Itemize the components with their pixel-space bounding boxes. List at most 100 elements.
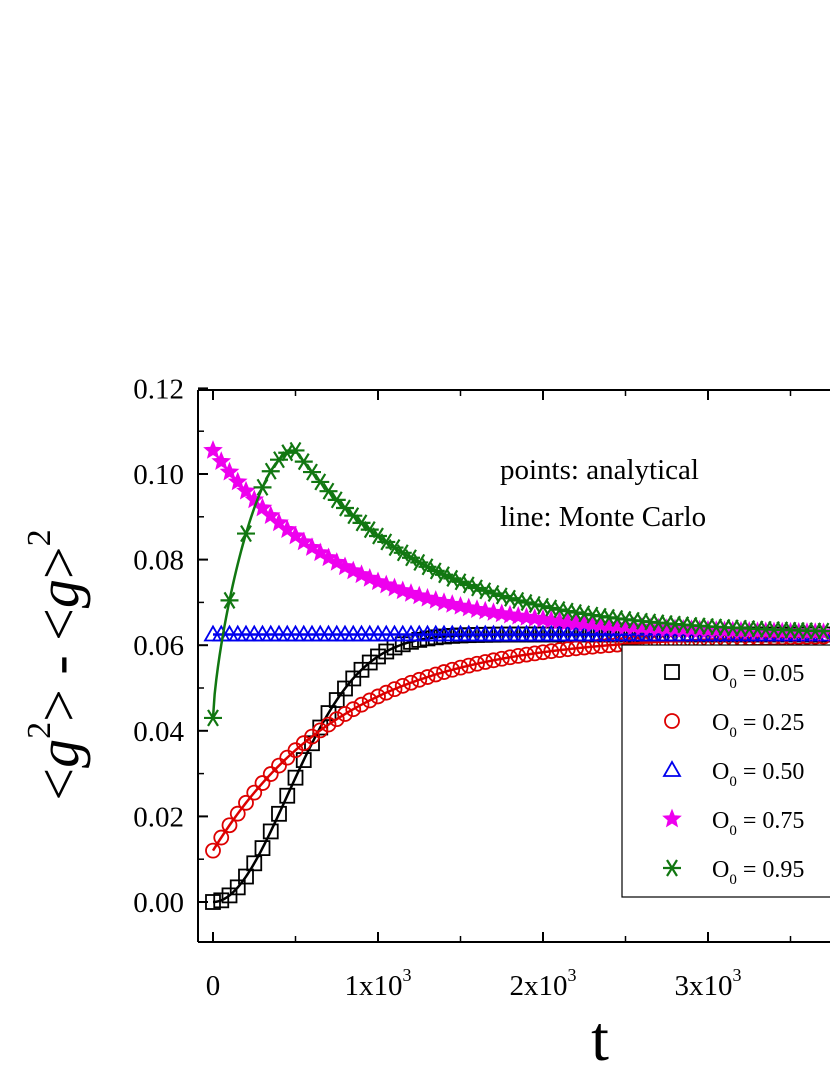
annotation-points: points: analytical	[500, 454, 699, 486]
data-point	[221, 887, 238, 904]
data-point	[294, 453, 313, 471]
data-point	[344, 507, 363, 525]
series-4	[204, 441, 830, 727]
data-point	[663, 859, 681, 877]
data-point	[436, 664, 452, 680]
data-point	[559, 641, 576, 658]
series-layer	[203, 440, 830, 910]
data-point	[361, 654, 378, 671]
data-point	[551, 642, 568, 659]
data-point	[469, 655, 485, 672]
data-point	[444, 627, 461, 644]
data-point	[394, 677, 411, 694]
data-point	[477, 654, 494, 670]
data-point	[592, 638, 609, 654]
data-point	[370, 648, 386, 665]
data-point	[518, 646, 535, 663]
y-tick-label: 0.10	[133, 459, 184, 491]
data-point	[328, 692, 345, 708]
legend-entry: O0 = 0.75	[662, 808, 804, 839]
data-point	[261, 462, 280, 480]
legend: O0 = 0.05 O0 = 0.25 O0 = 0.50 O0 = 0.75 O0 =…	[621, 644, 830, 898]
data-point	[419, 669, 436, 685]
data-point	[436, 628, 452, 645]
data-point	[303, 463, 321, 481]
data-point	[394, 636, 411, 653]
data-point	[662, 760, 682, 777]
data-point	[337, 680, 353, 697]
data-point	[295, 752, 312, 768]
data-point	[664, 713, 680, 729]
data-point	[205, 842, 221, 859]
data-point	[262, 766, 279, 782]
data-point	[220, 591, 239, 609]
data-point	[253, 478, 272, 496]
y-label-sup1: 2	[21, 722, 58, 739]
axis-ticks	[198, 387, 792, 942]
legend-label: O0 = 0.95	[712, 857, 804, 888]
y-tick-label: 0.02	[133, 801, 184, 833]
data-point	[370, 688, 386, 705]
data-point	[205, 894, 221, 910]
data-point	[312, 722, 329, 739]
x-tick-label: 2x103	[510, 965, 577, 1002]
data-point	[526, 645, 543, 662]
data-point	[378, 643, 395, 660]
data-point	[535, 644, 551, 661]
legend-entry: O0 = 0.50	[662, 759, 804, 790]
data-point	[493, 650, 510, 667]
data-point	[221, 817, 238, 834]
y-tick-label: 0.04	[133, 716, 184, 748]
data-point	[279, 787, 296, 804]
x-tick-label: 1x103	[345, 965, 412, 1002]
data-point	[460, 657, 477, 674]
y-tick-label: 0.12	[133, 373, 184, 405]
data-point	[254, 775, 271, 791]
data-point	[662, 808, 682, 828]
y-tick-label: 0.08	[133, 545, 184, 577]
data-point	[262, 823, 279, 840]
legend-label: O0 = 0.50	[712, 759, 804, 790]
data-point	[543, 643, 560, 660]
data-point	[345, 670, 362, 687]
data-point	[601, 637, 617, 654]
data-point	[287, 769, 304, 786]
data-point	[386, 681, 403, 698]
y-label-sup2: 2	[21, 529, 58, 546]
data-point	[510, 648, 527, 664]
data-point	[204, 709, 222, 727]
data-point	[271, 805, 287, 822]
data-point	[238, 794, 254, 811]
data-point	[403, 674, 419, 691]
data-point	[502, 649, 518, 666]
y-tick-label: 0.00	[133, 887, 184, 919]
annotation-line: line: Monte Carlo	[500, 501, 706, 533]
data-point	[213, 892, 230, 909]
data-point	[211, 451, 232, 470]
data-point	[664, 664, 680, 680]
legend-entry: O0 = 0.05	[664, 661, 804, 692]
y-axis-label: <g2> - <g>2	[21, 529, 91, 800]
data-point	[378, 684, 395, 701]
data-point	[213, 829, 230, 846]
y-label-g1: g	[26, 739, 91, 768]
legend-box	[621, 644, 830, 898]
data-point	[411, 671, 428, 688]
y-label-minus: -	[26, 641, 91, 689]
data-point	[229, 879, 246, 896]
plot-area	[197, 387, 830, 943]
data-point	[337, 706, 353, 722]
data-point	[345, 701, 362, 718]
y-label-g2: g	[26, 579, 91, 608]
x-axis-label: t	[591, 1003, 609, 1074]
data-point	[244, 489, 265, 509]
annotations: points: analytical line: Monte Carlo	[500, 454, 706, 533]
data-point	[361, 692, 378, 709]
data-point	[238, 868, 254, 885]
svg-text:<g2> - <g>2: <g2> - <g>2	[21, 529, 91, 800]
data-point	[219, 461, 240, 481]
y-label-lt2: <	[26, 608, 91, 641]
x-tick-labels: 0 1x103 2x103 3x103	[206, 965, 742, 1002]
data-point	[319, 482, 338, 500]
